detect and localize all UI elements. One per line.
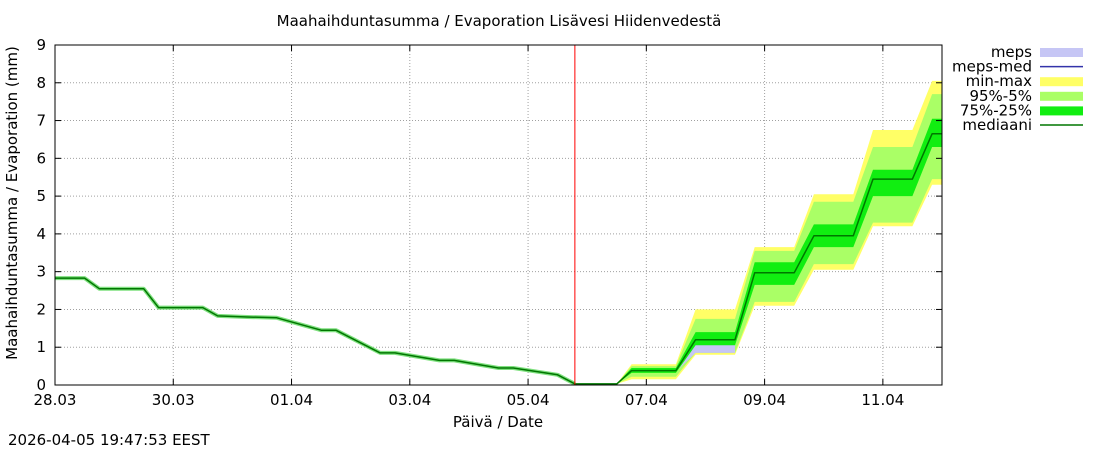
y-axis-ticks: 0 1 2 3 4 5 6 7 8 9 — [36, 36, 942, 394]
chart-title: Maahaihduntasumma / Evaporation Lisävesi… — [277, 12, 722, 30]
y-tick-label: 3 — [36, 263, 46, 281]
legend-swatch — [1040, 91, 1083, 101]
legend-label: meps-med — [952, 58, 1032, 76]
y-tick-label: 6 — [36, 149, 46, 167]
legend-swatch — [1040, 77, 1083, 87]
observed-line — [55, 277, 576, 385]
legend-label: 75%-25% — [960, 101, 1032, 119]
median-line — [574, 133, 942, 385]
x-tick-label: 11.04 — [861, 391, 904, 409]
y-tick-label: 9 — [36, 36, 46, 54]
plot-frame — [54, 44, 943, 386]
legend-swatch — [1040, 106, 1083, 116]
x-tick-label: 28.03 — [34, 391, 77, 409]
legend-label: 95%-5% — [969, 87, 1032, 105]
x-tick-label: 07.04 — [625, 391, 668, 409]
x-tick-label: 09.04 — [743, 391, 786, 409]
y-tick-label: 4 — [36, 225, 46, 243]
x-axis-label: Päivä / Date — [453, 413, 543, 431]
series-lines — [55, 45, 942, 386]
legend-label: min-max — [966, 72, 1033, 90]
x-tick-label: 30.03 — [152, 391, 195, 409]
x-tick-label: 05.04 — [507, 391, 550, 409]
y-tick-label: 2 — [36, 300, 46, 318]
forecast-bands — [574, 80, 942, 384]
x-axis-ticks: 28.03 30.03 01.04 03.04 05.04 07.04 09.04 11.04 — [34, 45, 904, 409]
x-tick-label: 01.04 — [270, 391, 313, 409]
y-tick-label: 0 — [36, 376, 46, 394]
legend-label: mediaani — [962, 116, 1032, 134]
y-tick-label: 5 — [36, 187, 46, 205]
y-tick-label: 1 — [36, 338, 46, 356]
y-tick-label: 7 — [36, 112, 46, 130]
min-max-band — [574, 80, 942, 384]
timestamp: 2026-04-05 19:47:53 EEST — [8, 431, 211, 449]
x-tick-label: 03.04 — [388, 391, 431, 409]
meps-band — [574, 339, 735, 384]
y-tick-label: 8 — [36, 74, 46, 92]
legend-label: meps — [991, 43, 1032, 61]
legend-swatch — [1040, 48, 1083, 57]
y-axis-label: Maahaihduntasumma / Evaporation (mm) — [3, 46, 21, 360]
